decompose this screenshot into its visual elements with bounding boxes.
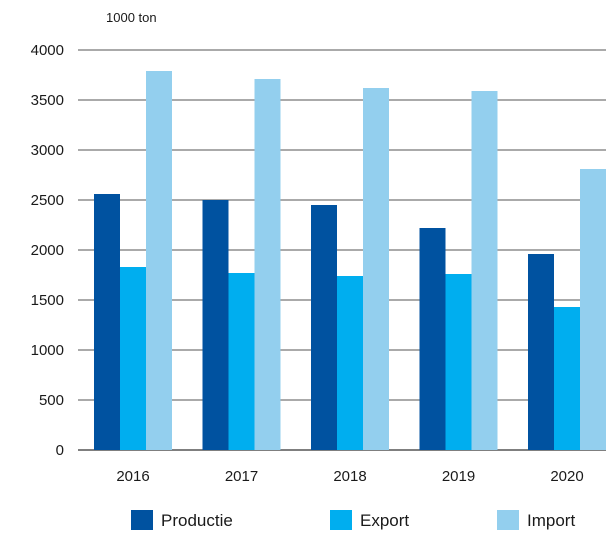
x-tick-label: 2020 xyxy=(550,468,583,485)
y-tick-label: 2500 xyxy=(31,192,64,209)
legend-swatch-export xyxy=(330,510,352,530)
bar-export-2020 xyxy=(554,307,580,450)
bar-import-2017 xyxy=(254,79,281,450)
y-tick-label: 500 xyxy=(39,392,64,409)
bar-productie-2017 xyxy=(202,200,229,450)
bar-import-2016 xyxy=(146,71,172,450)
x-tick-label: 2017 xyxy=(225,468,258,485)
y-tick-label: 3000 xyxy=(31,142,64,159)
y-tick-labels: 0 500 1000 1500 2000 2500 3000 3500 4000 xyxy=(31,42,64,459)
legend-label-productie: Productie xyxy=(161,511,233,530)
x-tick-label: 2019 xyxy=(442,468,475,485)
x-tick-label: 2018 xyxy=(333,468,366,485)
bar-productie-2018 xyxy=(311,205,337,450)
legend-swatch-productie xyxy=(131,510,153,530)
bar-import-2020 xyxy=(580,169,606,450)
y-tick-label: 1000 xyxy=(31,342,64,359)
y-axis-unit-label: 1000 ton xyxy=(106,10,157,25)
legend-label-import: Import xyxy=(527,511,575,530)
bar-export-2019 xyxy=(445,274,472,450)
bars xyxy=(94,71,606,450)
bar-import-2019 xyxy=(471,91,498,450)
bar-productie-2016 xyxy=(94,194,120,450)
bar-productie-2019 xyxy=(419,228,446,450)
legend-swatch-import xyxy=(497,510,519,530)
bar-import-2018 xyxy=(363,88,389,450)
bar-export-2017 xyxy=(228,273,255,450)
legend: Productie Export Import xyxy=(131,510,575,530)
legend-label-export: Export xyxy=(360,511,409,530)
y-tick-label: 1500 xyxy=(31,292,64,309)
bar-export-2018 xyxy=(337,276,363,450)
x-tick-label: 2016 xyxy=(116,468,149,485)
bar-export-2016 xyxy=(120,267,146,450)
y-tick-label: 0 xyxy=(56,442,64,459)
y-tick-label: 3500 xyxy=(31,92,64,109)
x-tick-labels: 2016 2017 2018 2019 2020 xyxy=(116,468,583,485)
y-tick-label: 4000 xyxy=(31,42,64,59)
y-tick-label: 2000 xyxy=(31,242,64,259)
bar-productie-2020 xyxy=(528,254,554,450)
